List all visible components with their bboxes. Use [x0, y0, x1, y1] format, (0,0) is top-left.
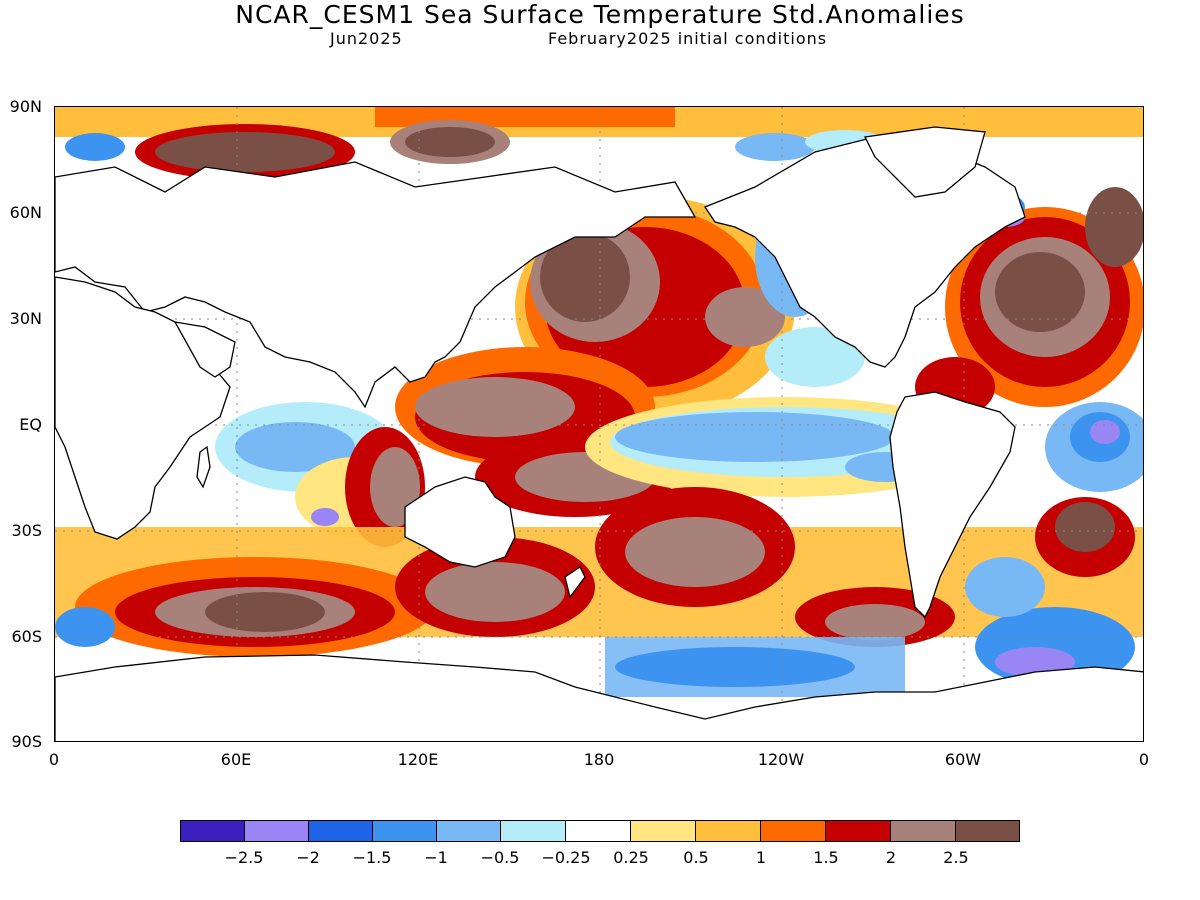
colorbar-tick-label: −2.5	[224, 848, 264, 867]
south-america-land	[889, 391, 1016, 619]
map-title: NCAR_CESM1 Sea Surface Temperature Std.A…	[235, 0, 965, 29]
colorbar-swatch	[695, 820, 761, 842]
madagascar-land	[196, 445, 211, 489]
lat-label: 30N	[9, 309, 42, 328]
colorbar-tick-label: 2	[885, 848, 897, 867]
greenland-land	[864, 126, 986, 198]
arabia-land	[173, 321, 236, 378]
colorbar-tick-label: −2	[296, 848, 320, 867]
colorbar-tick-label: 0.5	[683, 848, 709, 867]
colorbar-tick-label: −0.25	[541, 848, 591, 867]
africa-land	[55, 276, 231, 540]
anomaly-map	[54, 106, 1144, 742]
colorbar-swatch	[372, 820, 437, 842]
colorbar-swatch	[436, 820, 501, 842]
valid-month-label: Jun2025	[330, 29, 403, 48]
colorbar-tick-label: 1.5	[813, 848, 839, 867]
colorbar-tick-label: −1	[424, 848, 448, 867]
colorbar-swatch	[308, 820, 373, 842]
colorbar-swatch	[180, 820, 245, 842]
land-masses	[55, 126, 1143, 741]
colorbar-swatch	[500, 820, 566, 842]
lat-label: 90N	[9, 97, 42, 116]
anomaly-field	[55, 107, 1143, 697]
lat-label: EQ	[19, 415, 42, 434]
new-zealand-land	[564, 566, 586, 599]
colorbar-tick-label: 2.5	[943, 848, 969, 867]
colorbar-swatch	[760, 820, 826, 842]
colorbar-swatch	[890, 820, 956, 842]
colorbar-tick-label: 0.25	[613, 848, 649, 867]
lat-label: 30S	[11, 521, 42, 540]
colorbar	[180, 820, 1020, 842]
lon-label: 0	[48, 750, 60, 769]
lon-label: 180	[583, 750, 615, 769]
lon-label: 120E	[397, 750, 439, 769]
colorbar-swatch	[630, 820, 696, 842]
colorbar-swatch	[955, 820, 1020, 842]
lat-label: 60S	[11, 627, 42, 646]
colorbar-tick-label: −1.5	[352, 848, 392, 867]
anomaly-map-canvas	[55, 107, 1143, 741]
lat-label: 60N	[9, 203, 42, 222]
initial-conditions-label: February2025 initial conditions	[548, 29, 828, 48]
colorbar-tick-label: 1	[755, 848, 767, 867]
colorbar-swatch	[825, 820, 891, 842]
lon-label: 60W	[944, 750, 982, 769]
australia-land	[404, 476, 516, 568]
eurasia-land	[55, 161, 697, 409]
colorbar-swatch	[565, 820, 631, 842]
antarctica-land	[55, 654, 1143, 741]
lat-label: 90S	[11, 732, 42, 751]
lon-label: 120W	[757, 750, 805, 769]
lon-label: 60E	[220, 750, 252, 769]
lon-label: 0	[1138, 750, 1150, 769]
colorbar-swatch	[244, 820, 309, 842]
colorbar-tick-label: −0.5	[480, 848, 520, 867]
